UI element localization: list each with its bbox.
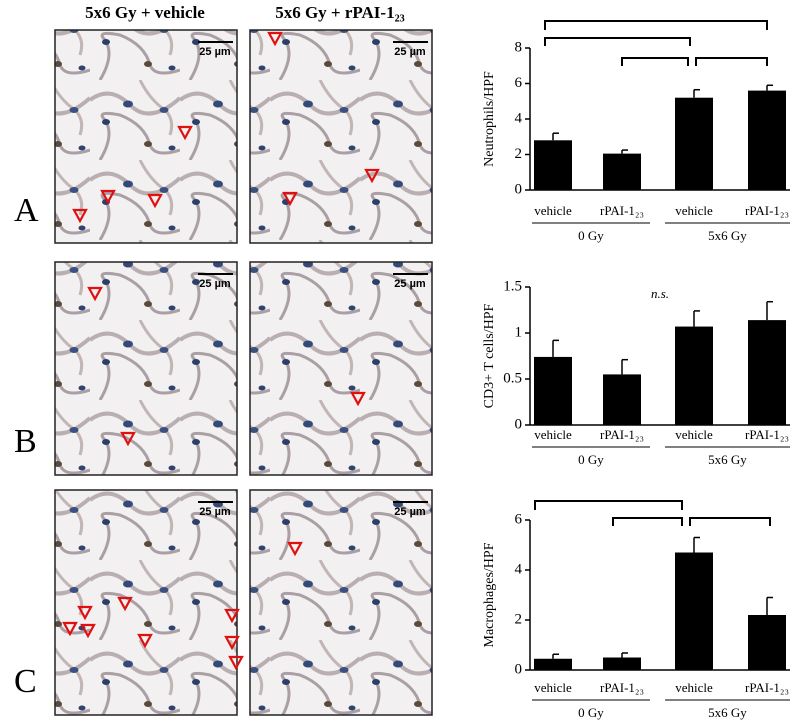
bar [534, 140, 572, 190]
scale-bar-label: 25 µm [199, 506, 231, 518]
column-header: 5x6 Gy + rPAI-1₂₃ [275, 3, 405, 22]
arrowhead [87, 286, 103, 302]
y-tick-label: 6 [515, 75, 523, 91]
arrowhead [224, 608, 240, 624]
y-tick-label: 1.5 [503, 278, 522, 294]
column-header: 5x6 Gy + vehicle [85, 3, 205, 22]
x-tick-label: rPAI-1₂₃ [600, 203, 644, 218]
arrowhead [267, 31, 283, 47]
arrowhead [177, 125, 193, 141]
arrowhead [77, 605, 93, 621]
significance-brackets [534, 20, 771, 526]
panel-letter: A [14, 192, 39, 229]
arrowhead [287, 541, 303, 557]
arrowhead [228, 655, 244, 671]
x-tick-label: vehicle [534, 203, 572, 218]
x-tick-label: vehicle [675, 427, 713, 442]
arrowhead [224, 635, 240, 651]
y-tick-label: 4 [515, 110, 523, 126]
x-tick-label: rPAI-1₂₃ [745, 680, 789, 695]
x-tick-label: rPAI-1₂₃ [745, 203, 789, 218]
bar [603, 153, 641, 190]
y-tick-label: 0 [515, 181, 523, 197]
bar [748, 320, 786, 425]
y-tick-label: 0 [515, 661, 523, 677]
arrowhead [137, 633, 153, 649]
scale-bar-label: 25 µm [394, 278, 426, 290]
group-label: 0 Gy [578, 705, 604, 720]
y-tick-label: 1 [515, 324, 523, 340]
bar [748, 615, 786, 670]
scale-bar-label: 25 µm [394, 506, 426, 518]
bar [675, 552, 713, 670]
y-tick-label: 8 [515, 39, 523, 55]
panel-letter: C [14, 663, 37, 700]
bar [534, 356, 572, 425]
arrowhead [364, 168, 380, 184]
arrowhead [117, 596, 133, 612]
arrowhead [100, 189, 116, 205]
x-tick-label: rPAI-1₂₃ [600, 427, 644, 442]
micrograph [54, 489, 238, 716]
micrograph [249, 261, 433, 476]
bar [603, 657, 641, 670]
x-tick-label: vehicle [534, 427, 572, 442]
arrowhead [147, 193, 163, 209]
arrowhead [72, 208, 88, 224]
y-axis-label: Macrophages/HPF [482, 542, 497, 647]
micrograph [249, 489, 433, 716]
y-tick-label: 2 [515, 611, 523, 627]
scale-bar-label: 25 µm [199, 46, 231, 58]
y-axis-label: Neutrophils/HPF [482, 71, 497, 167]
micrograph [249, 29, 433, 244]
arrowhead [62, 621, 78, 637]
x-tick-label: vehicle [534, 680, 572, 695]
y-tick-label: 2 [515, 146, 523, 162]
x-tick-label: vehicle [675, 203, 713, 218]
bar [675, 97, 713, 190]
panel-letter: B [14, 423, 37, 460]
y-tick-label: 0 [515, 416, 523, 432]
x-tick-label: rPAI-1₂₃ [600, 680, 644, 695]
x-tick-label: rPAI-1₂₃ [745, 427, 789, 442]
x-tick-label: vehicle [675, 680, 713, 695]
micrograph [54, 261, 238, 476]
group-label: 0 Gy [578, 452, 604, 467]
y-tick-label: 4 [515, 561, 523, 577]
group-label: 0 Gy [578, 228, 604, 243]
arrowhead [350, 391, 366, 407]
arrowhead [120, 431, 136, 447]
y-axis-label: CD3+ T cells/HPF [482, 303, 497, 408]
group-label: 5x6 Gy [708, 705, 747, 720]
bar [534, 658, 572, 670]
arrowhead [282, 191, 298, 207]
scale-bar-label: 25 µm [394, 46, 426, 58]
bar [675, 326, 713, 425]
annotation: n.s. [651, 286, 669, 301]
group-label: 5x6 Gy [708, 228, 747, 243]
micrograph [54, 29, 238, 244]
y-tick-label: 0.5 [503, 370, 522, 386]
bar [748, 90, 786, 190]
group-label: 5x6 Gy [708, 452, 747, 467]
bar [603, 374, 641, 425]
y-tick-label: 6 [515, 511, 523, 527]
scale-bar-label: 25 µm [199, 278, 231, 290]
arrowhead [80, 623, 96, 639]
